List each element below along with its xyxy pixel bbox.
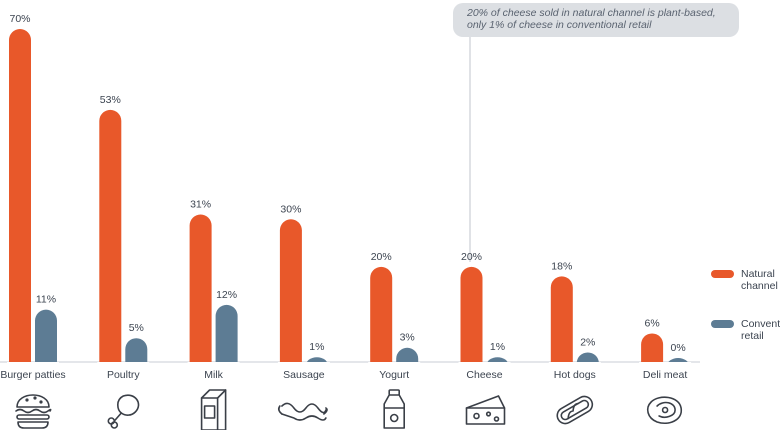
cheese-annotation: 20% of cheese sold in natural channel is…: [453, 3, 739, 37]
milk-carton-icon: [200, 389, 227, 430]
category-label-5: Cheese: [466, 369, 502, 381]
data-label-conventional-6: 2%: [580, 336, 595, 348]
data-label-natural-4: 20%: [371, 251, 392, 263]
legend-natural-line-1: Natural: [741, 268, 775, 280]
category-label-4: Yogurt: [379, 369, 409, 381]
bar-natural-5: [460, 266, 483, 373]
data-label-natural-7: 6%: [645, 317, 660, 329]
cheese-icon: [465, 395, 506, 425]
legend-conventional-retail: Conventional retail: [711, 318, 780, 342]
legend-swatch-natural: [711, 270, 734, 278]
legend-label-conventional: Conventional retail: [741, 318, 780, 342]
bar-natural-3: [279, 219, 302, 373]
bar-conventional-2: [215, 304, 238, 373]
legend-label-natural: Natural channel: [741, 268, 780, 292]
category-label-6: Hot dogs: [554, 369, 596, 381]
data-label-conventional-0: 11%: [36, 294, 56, 306]
data-label-natural-6: 18%: [551, 260, 572, 272]
bar-natural-6: [550, 276, 573, 373]
legend-swatch-conventional: [711, 320, 734, 328]
data-label-conventional-4: 3%: [400, 332, 415, 344]
data-label-conventional-7: 0%: [671, 342, 686, 354]
annotation-line-2: only 1% of cheese in conventional retail: [467, 19, 652, 31]
category-label-3: Sausage: [283, 369, 325, 381]
bar-natural-2: [189, 214, 212, 373]
legend-conventional-line-2: retail: [741, 330, 764, 342]
icons-group: [15, 389, 682, 430]
annotation-line-1: 20% of cheese sold in natural channel is…: [467, 7, 716, 19]
legend-conventional-line-1: Conventional: [741, 318, 780, 330]
data-label-natural-2: 31%: [190, 199, 211, 211]
baseline-mask-5: [458, 362, 511, 376]
category-label-0: Burger patties: [0, 369, 65, 381]
bar-natural-0: [9, 29, 31, 373]
category-label-1: Poultry: [107, 369, 140, 381]
baseline-mask-6: [548, 362, 601, 376]
data-label-conventional-5: 1%: [490, 341, 505, 353]
bar-conventional-0: [35, 309, 57, 373]
bar-natural-1: [99, 109, 122, 373]
legend-natural-line-2: channel: [741, 280, 778, 292]
category-label-7: Deli meat: [643, 369, 687, 381]
legend-natural-channel: Natural channel: [711, 268, 780, 292]
poultry-leg-icon: [107, 394, 140, 429]
burger-icon: [15, 394, 52, 429]
data-label-natural-5: 20%: [461, 251, 482, 263]
baseline-mask-4: [368, 362, 421, 376]
baseline-mask-1: [97, 362, 150, 376]
data-label-conventional-3: 1%: [309, 341, 324, 353]
data-label-conventional-2: 12%: [216, 289, 237, 301]
category-label-2: Milk: [204, 369, 223, 381]
data-label-natural-1: 53%: [100, 94, 121, 106]
data-label-natural-0: 70%: [9, 13, 30, 25]
baseline-mask-0: [7, 362, 59, 376]
bar-natural-4: [370, 266, 393, 373]
baseline-mask-3: [277, 362, 330, 376]
baseline-mask-2: [187, 362, 240, 376]
deli-meat-icon: [646, 396, 682, 424]
yogurt-bottle-icon: [383, 389, 406, 429]
data-label-conventional-1: 5%: [129, 322, 144, 334]
data-label-natural-3: 30%: [280, 203, 301, 215]
hot-dog-icon: [556, 395, 594, 425]
baseline-mask-7: [639, 362, 692, 376]
bars-group: 70% 11% Burger patties 53% 5% Poultry 31% 12% Mi…: [0, 13, 692, 381]
sausage-icon: [277, 402, 328, 421]
